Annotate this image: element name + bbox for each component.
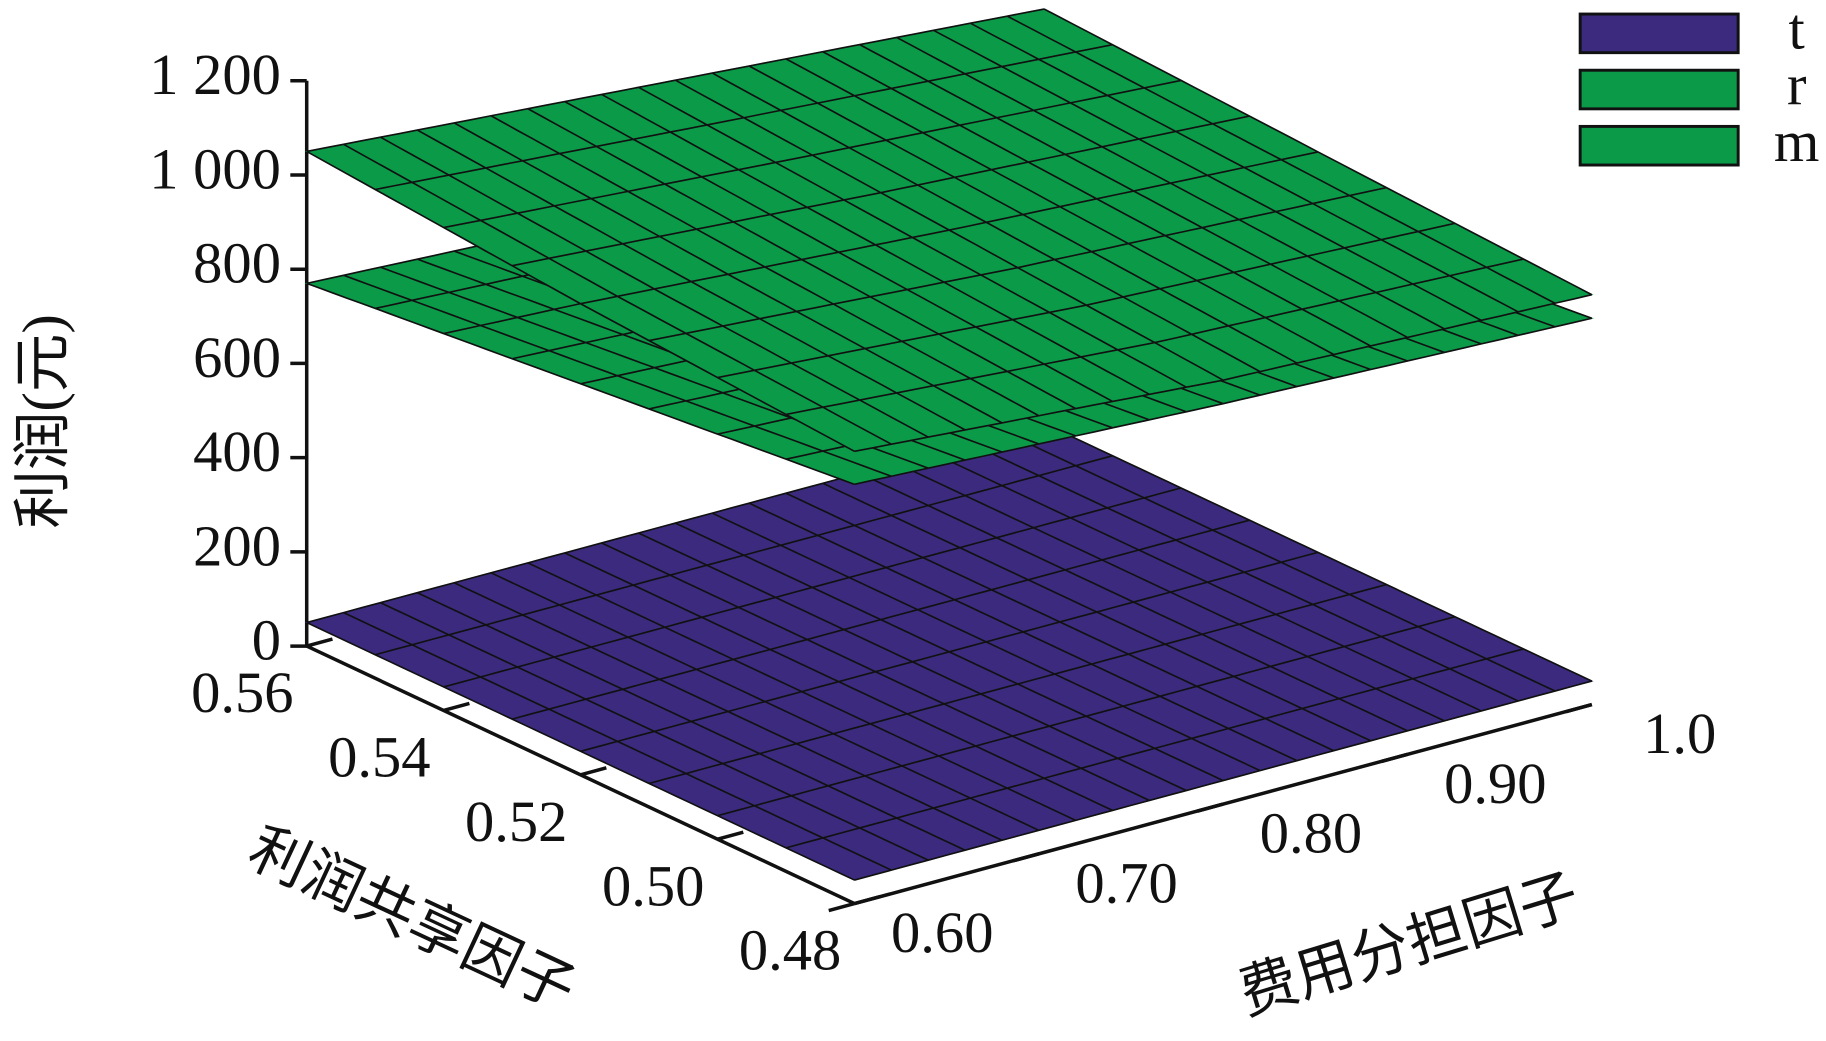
mesh-line xyxy=(580,551,1319,753)
x-tick-label: 1.0 xyxy=(1643,701,1716,766)
mesh-line xyxy=(511,115,1250,267)
mesh-line xyxy=(854,317,1593,486)
legend-swatch xyxy=(1578,12,1740,55)
y-tick xyxy=(306,637,333,648)
z-tick-label: 800 xyxy=(193,231,281,296)
x-tick-label: 0.70 xyxy=(1075,850,1177,915)
x-tick xyxy=(1196,802,1224,813)
z-tick-label: 600 xyxy=(193,325,281,390)
mesh-line xyxy=(648,186,1387,342)
y-tick xyxy=(717,830,744,841)
x-tick xyxy=(1381,752,1408,764)
x-tick-label: 0.60 xyxy=(891,900,993,965)
z-tick-label: 1 200 xyxy=(149,42,281,107)
x-tick-label: 0.80 xyxy=(1260,801,1362,866)
z-tick-label: 200 xyxy=(193,513,281,578)
x-tick xyxy=(1565,702,1593,714)
mesh-line xyxy=(854,680,1593,881)
legend-label: m xyxy=(1774,109,1820,174)
legend-label: r xyxy=(1787,53,1807,118)
mesh-line xyxy=(854,293,1593,453)
legend-swatch xyxy=(1578,68,1740,111)
legend-swatch xyxy=(1578,124,1740,167)
surface xyxy=(305,8,1594,453)
z-tick-label: 1 000 xyxy=(149,136,281,201)
mesh-line xyxy=(717,222,1456,379)
surface xyxy=(305,422,1594,881)
x-tick xyxy=(828,901,855,913)
mesh-line xyxy=(374,454,1113,656)
mesh-line xyxy=(648,583,1387,785)
y-tick-label: 0.56 xyxy=(191,660,293,725)
y-axis xyxy=(305,644,856,906)
y-tick-label: 0.52 xyxy=(465,789,567,854)
mesh-line xyxy=(443,79,1182,229)
z-tick-label: 0 xyxy=(252,608,281,673)
y-tick xyxy=(443,701,470,713)
y-tick xyxy=(854,894,881,906)
x-tick-label: 0.90 xyxy=(1444,751,1546,816)
mesh-line xyxy=(306,8,1045,153)
legend-label: t xyxy=(1789,0,1805,62)
z-axis-title: 利润(元) xyxy=(11,314,76,529)
mesh-line xyxy=(306,621,855,881)
y-tick xyxy=(580,766,607,777)
y-tick-label: 0.50 xyxy=(602,853,704,918)
mesh-line xyxy=(1043,422,1593,682)
mesh-line xyxy=(443,487,1182,688)
mesh-line xyxy=(580,151,1319,305)
mesh-line xyxy=(306,150,855,453)
y-tick-label: 0.54 xyxy=(328,725,430,790)
mesh-line xyxy=(375,43,1113,191)
x-axis-title: 费用分担因子 xyxy=(1231,862,1586,1027)
x-tick xyxy=(1012,852,1040,863)
mesh-line xyxy=(717,615,1456,817)
mesh-line xyxy=(785,258,1524,416)
z-tick-label: 400 xyxy=(193,419,281,484)
mesh-line xyxy=(306,282,855,486)
y-tick-label: 0.48 xyxy=(739,918,841,983)
mesh-line xyxy=(785,648,1524,849)
mesh-line xyxy=(511,519,1250,720)
